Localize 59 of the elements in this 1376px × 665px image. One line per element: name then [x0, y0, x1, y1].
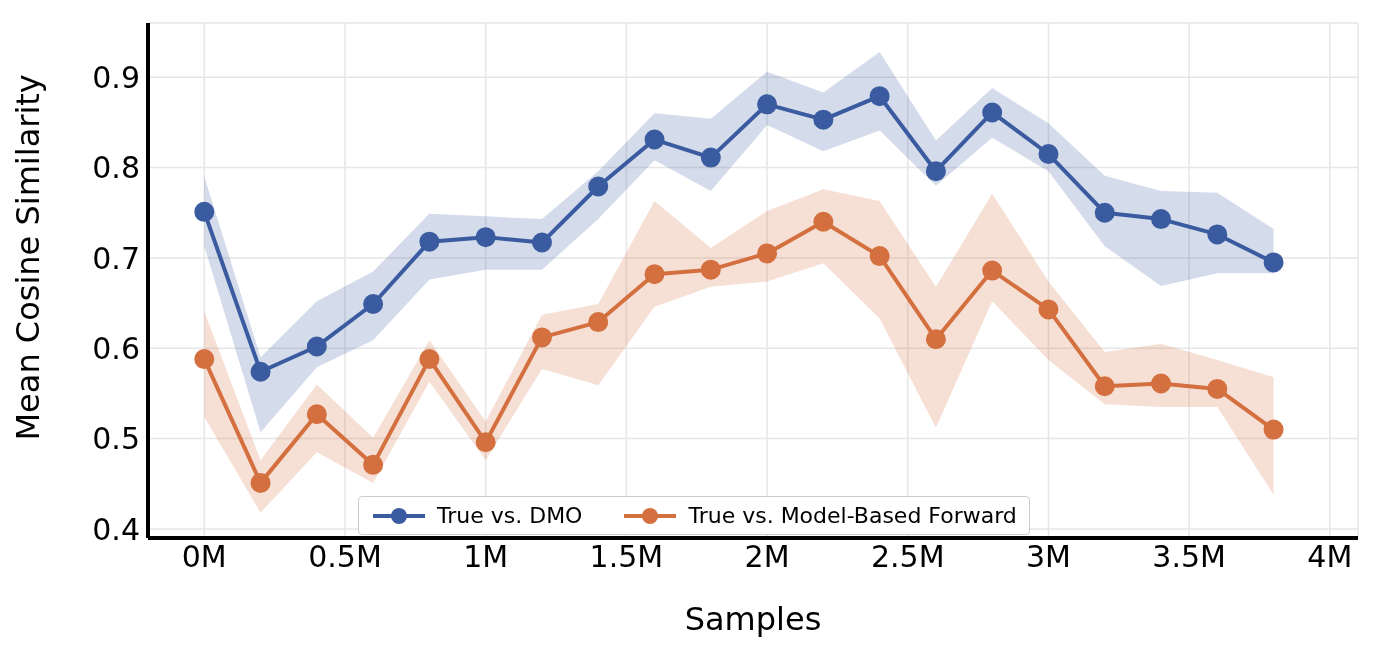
x-tick-label: 4M [1307, 539, 1353, 575]
point [1151, 373, 1172, 394]
point [1263, 252, 1284, 273]
x-axis-title: Samples [684, 600, 822, 638]
point [925, 329, 946, 350]
point [1094, 376, 1115, 397]
y-tick-label: 0.4 [92, 511, 140, 547]
point [869, 86, 890, 107]
point [1094, 202, 1115, 223]
point [588, 312, 609, 333]
point [475, 432, 496, 453]
y-tick-label: 0.7 [92, 240, 140, 276]
point [194, 201, 215, 222]
point [757, 94, 778, 115]
point [363, 454, 384, 475]
y-tick-label: 0.8 [92, 150, 140, 186]
point [1263, 419, 1284, 440]
point [1151, 209, 1172, 230]
legend-label: True vs. DMO [437, 503, 583, 528]
point [925, 161, 946, 182]
point [813, 109, 834, 130]
point [1207, 224, 1228, 245]
point [588, 176, 609, 197]
point [644, 129, 665, 150]
y-axis-title: Mean Cosine Similarity [9, 74, 48, 441]
point [475, 227, 496, 248]
x-tick-label: 3M [1025, 539, 1071, 575]
point [869, 246, 890, 267]
point [1207, 378, 1228, 399]
point [1038, 144, 1059, 165]
point [531, 327, 552, 348]
x-tick-label: 2M [744, 539, 790, 575]
point [700, 259, 721, 280]
point [1038, 299, 1059, 320]
point [419, 231, 440, 252]
x-tick-label: 3.5M [1152, 539, 1226, 575]
point [306, 404, 327, 425]
point [250, 361, 271, 382]
x-tick-label: 0M [181, 539, 227, 575]
x-tick-label: 1.5M [589, 539, 664, 575]
point [757, 243, 778, 264]
point [982, 102, 1003, 123]
point [813, 211, 834, 232]
y-tick-label: 0.6 [92, 330, 140, 366]
legend-label: True vs. Model-Based Forward [688, 503, 1017, 528]
y-tick-label: 0.5 [92, 421, 140, 457]
x-tick-label: 1M [463, 539, 509, 575]
x-tick-label: 0.5M [308, 539, 382, 575]
point [363, 293, 384, 314]
y-tick-label: 0.9 [92, 59, 140, 95]
point [419, 349, 440, 370]
point [250, 472, 271, 493]
point [644, 264, 665, 285]
point [531, 232, 552, 253]
point [194, 349, 215, 370]
x-tick-label: 2.5M [870, 539, 945, 575]
point [700, 147, 721, 168]
point [306, 336, 327, 357]
point [982, 260, 1003, 281]
